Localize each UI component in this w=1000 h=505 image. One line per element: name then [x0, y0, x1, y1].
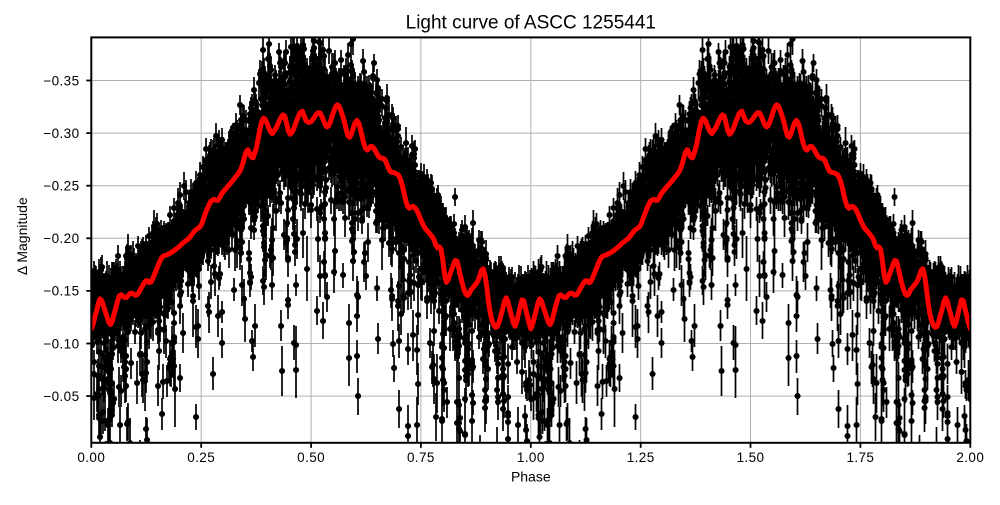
svg-text:1.25: 1.25 — [627, 450, 655, 465]
svg-text:Δ Magnitude: Δ Magnitude — [14, 197, 30, 275]
svg-text:−0.35: −0.35 — [43, 73, 79, 88]
svg-text:Light curve of ASCC 1255441: Light curve of ASCC 1255441 — [406, 13, 656, 34]
svg-text:1.75: 1.75 — [846, 450, 874, 465]
svg-text:0.25: 0.25 — [187, 450, 215, 465]
svg-text:−0.20: −0.20 — [43, 231, 79, 246]
svg-text:1.00: 1.00 — [517, 450, 545, 465]
svg-text:0.75: 0.75 — [407, 450, 435, 465]
svg-text:0.00: 0.00 — [77, 450, 105, 465]
svg-text:1.50: 1.50 — [737, 450, 765, 465]
svg-text:2.00: 2.00 — [956, 450, 984, 465]
svg-text:−0.05: −0.05 — [43, 389, 79, 404]
svg-text:−0.25: −0.25 — [43, 179, 79, 194]
svg-text:−0.15: −0.15 — [43, 284, 79, 299]
svg-text:−0.10: −0.10 — [43, 336, 79, 351]
svg-text:Phase: Phase — [511, 469, 551, 485]
svg-text:0.50: 0.50 — [297, 450, 325, 465]
svg-text:−0.30: −0.30 — [43, 126, 79, 141]
